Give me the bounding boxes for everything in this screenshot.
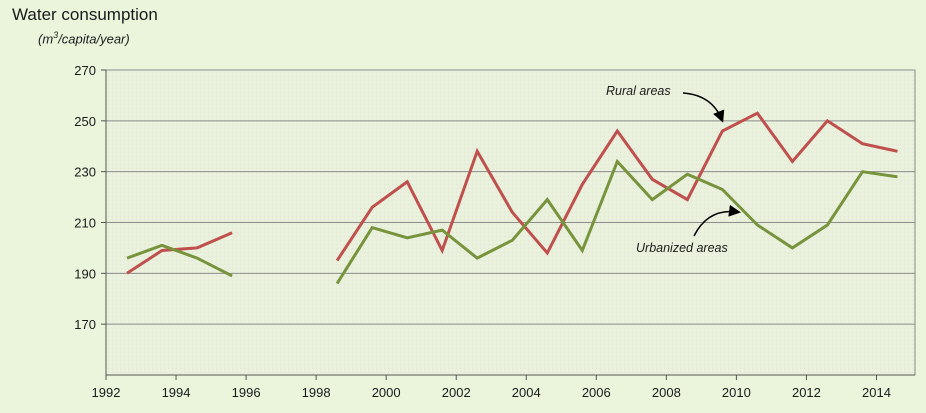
x-tick-label-2014: 2014 (862, 385, 891, 400)
annotation-arrow-rural-areas (682, 92, 725, 123)
x-tick-label-2006: 2006 (582, 385, 611, 400)
x-tick-label-1994: 1994 (162, 385, 191, 400)
x-tick-label-1996: 1996 (232, 385, 261, 400)
annotation-rural-areas: Rural areas (606, 84, 671, 98)
y-tick-label-210: 210 (74, 216, 96, 231)
series-line-rural-areas-segment-2 (335, 111, 898, 262)
series-line-urbanized-areas-segment-2 (335, 158, 898, 285)
unit-prefix: (m (38, 31, 54, 47)
x-tick-label-2004: 2004 (512, 385, 541, 400)
x-tick-label-2008: 2008 (652, 385, 681, 400)
y-tick-label-190: 190 (74, 266, 96, 281)
x-tick-label-2000: 2000 (372, 385, 401, 400)
y-tick-label-270: 270 (74, 63, 96, 78)
x-tick-label-2002: 2002 (442, 385, 471, 400)
series-line-urbanized-areas-segment-1 (126, 243, 233, 278)
y-axis-unit: (m3/capita/year) (38, 30, 130, 46)
series-line-rural-areas-segment-1 (126, 231, 233, 275)
x-tick-label-2012: 2012 (792, 385, 821, 400)
annotation-arrow-urbanized-areas (693, 204, 741, 237)
unit-suffix: /capita/year) (58, 31, 130, 47)
x-tick-label-1992: 1992 (92, 385, 121, 400)
y-tick-label-170: 170 (74, 317, 96, 332)
x-tick-label-2010: 2010 (722, 385, 751, 400)
unit-superscript: 3 (53, 30, 59, 40)
x-tick-label-1998: 1998 (302, 385, 331, 400)
chart-title: Water consumption (12, 5, 158, 24)
annotation-urbanized-areas: Urbanized areas (636, 241, 728, 255)
y-tick-label-230: 230 (74, 165, 96, 180)
y-tick-label-250: 250 (74, 114, 96, 129)
